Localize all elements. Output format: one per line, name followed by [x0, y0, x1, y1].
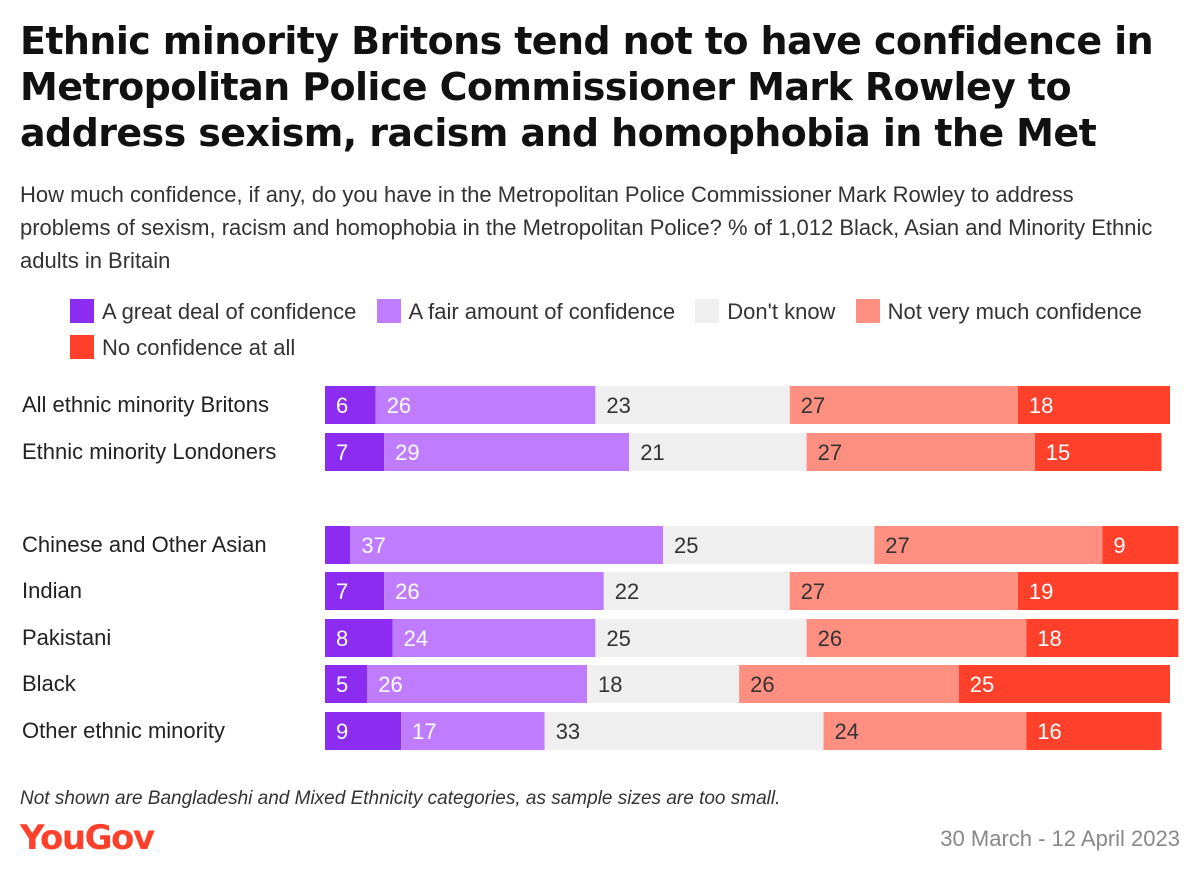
- legend-item-dont-know: Don't know: [695, 299, 835, 324]
- bar-chinese-and-other-asian-dont-know: [663, 526, 875, 564]
- bar-all-ethnic-minority-britons-none-at-all: [1017, 386, 1170, 424]
- data-label-ethnic-minority-londoners-none-at-all: 15: [1046, 440, 1070, 465]
- legend-label-dont-know: Don't know: [727, 299, 836, 324]
- legend-swatch-dont-know: [695, 299, 720, 323]
- bar-black-great-deal: [325, 665, 368, 703]
- bar-other-ethnic-minority-none-at-all: [1026, 712, 1162, 750]
- data-label-other-ethnic-minority-great-deal: 9: [336, 719, 348, 744]
- category-label-ethnic-minority-londoners: Ethnic minority Londoners: [22, 439, 276, 464]
- data-label-black-not-very-much: 26: [750, 672, 774, 697]
- bar-pakistani-none-at-all: [1026, 619, 1179, 657]
- data-label-pakistani-none-at-all: 18: [1037, 626, 1061, 651]
- data-label-other-ethnic-minority-fair-amount: 17: [412, 719, 436, 744]
- data-label-other-ethnic-minority-not-very-much: 24: [835, 719, 859, 744]
- bar-black-not-very-much: [739, 665, 959, 703]
- data-label-all-ethnic-minority-britons-none-at-all: 18: [1029, 393, 1053, 418]
- legend-item-not-very-much: Not very much confidence: [855, 299, 1142, 324]
- category-label-black: Black: [22, 671, 77, 696]
- bar-ethnic-minority-londoners-great-deal: [325, 433, 385, 471]
- legend-item-great-deal: A great deal of confidence: [70, 299, 356, 324]
- bar-chinese-and-other-asian-fair-amount: [350, 526, 663, 564]
- data-label-chinese-and-other-asian-dont-know: 25: [674, 533, 698, 558]
- legend-swatch-not-very-much: [855, 299, 880, 323]
- data-label-pakistani-fair-amount: 24: [404, 626, 428, 651]
- bar-indian-not-very-much: [789, 572, 1018, 610]
- legend-label-none-at-all: No confidence at all: [102, 335, 296, 360]
- legend-label-not-very-much: Not very much confidence: [887, 299, 1142, 324]
- chart-subtitle: How much confidence, if any, do you have…: [20, 182, 1153, 273]
- fieldwork-date: 30 March - 12 April 2023: [940, 826, 1180, 851]
- bar-all-ethnic-minority-britons-dont-know: [595, 386, 790, 424]
- legend-label-great-deal: A great deal of confidence: [102, 299, 357, 324]
- data-label-other-ethnic-minority-dont-know: 33: [556, 719, 580, 744]
- bar-indian-fair-amount: [384, 572, 604, 610]
- bar-chinese-and-other-asian-not-very-much: [874, 526, 1103, 564]
- data-label-black-great-deal: 5: [336, 672, 348, 697]
- category-label-pakistani: Pakistani: [22, 625, 111, 650]
- category-label-indian: Indian: [22, 578, 82, 603]
- chart-title: Ethnic minority Britons tend not to have…: [20, 19, 1154, 155]
- legend-item-fair-amount: A fair amount of confidence: [376, 299, 676, 324]
- bar-all-ethnic-minority-britons-fair-amount: [375, 386, 596, 424]
- bar-indian-dont-know: [603, 572, 790, 610]
- category-label-chinese-and-other-asian: Chinese and Other Asian: [22, 532, 267, 557]
- data-label-ethnic-minority-londoners-not-very-much: 27: [818, 440, 842, 465]
- bar-pakistani-not-very-much: [806, 619, 1027, 657]
- bar-pakistani-great-deal: [325, 619, 393, 657]
- data-label-chinese-and-other-asian-not-very-much: 27: [885, 533, 909, 558]
- bar-pakistani-fair-amount: [392, 619, 596, 657]
- data-label-indian-none-at-all: 19: [1029, 579, 1053, 604]
- footnote: Not shown are Bangladeshi and Mixed Ethn…: [20, 788, 781, 809]
- bar-ethnic-minority-londoners-none-at-all: [1034, 433, 1162, 471]
- data-label-chinese-and-other-asian-fair-amount: 37: [361, 533, 385, 558]
- data-label-all-ethnic-minority-britons-dont-know: 23: [606, 393, 630, 418]
- legend-swatch-great-deal: [70, 299, 94, 323]
- bar-indian-none-at-all: [1017, 572, 1179, 610]
- bar-ethnic-minority-londoners-not-very-much: [806, 433, 1035, 471]
- bar-black-none-at-all: [958, 665, 1170, 703]
- category-label-all-ethnic-minority-britons: All ethnic minority Britons: [22, 392, 269, 417]
- bar-indian-great-deal: [325, 572, 385, 610]
- legend-item-none-at-all: No confidence at all: [70, 335, 295, 360]
- yougov-logo: YouGov: [20, 818, 155, 858]
- data-label-other-ethnic-minority-none-at-all: 16: [1037, 719, 1061, 744]
- bar-pakistani-dont-know: [595, 619, 807, 657]
- data-label-black-none-at-all: 25: [970, 672, 994, 697]
- bar-all-ethnic-minority-britons-not-very-much: [789, 386, 1018, 424]
- data-label-indian-fair-amount: 26: [395, 579, 419, 604]
- legend: A great deal of confidence A fair amount…: [70, 294, 1170, 366]
- data-label-pakistani-not-very-much: 26: [818, 626, 842, 651]
- bar-chinese-and-other-asian-none-at-all: [1102, 526, 1179, 564]
- bar-ethnic-minority-londoners-fair-amount: [384, 433, 630, 471]
- bar-ethnic-minority-londoners-dont-know: [629, 433, 807, 471]
- legend-swatch-none-at-all: [70, 335, 94, 359]
- data-label-all-ethnic-minority-britons-not-very-much: 27: [801, 393, 825, 418]
- data-label-black-fair-amount: 26: [378, 672, 402, 697]
- bar-all-ethnic-minority-britons-great-deal: [325, 386, 376, 424]
- data-label-black-dont-know: 18: [598, 672, 622, 697]
- bar-black-dont-know: [587, 665, 740, 703]
- data-label-pakistani-great-deal: 8: [336, 626, 348, 651]
- data-label-ethnic-minority-londoners-fair-amount: 29: [395, 440, 419, 465]
- data-label-ethnic-minority-londoners-great-deal: 7: [336, 440, 348, 465]
- data-label-pakistani-dont-know: 25: [606, 626, 630, 651]
- data-label-all-ethnic-minority-britons-fair-amount: 26: [387, 393, 411, 418]
- bar-other-ethnic-minority-great-deal: [325, 712, 401, 750]
- data-label-all-ethnic-minority-britons-great-deal: 6: [336, 393, 348, 418]
- bar-other-ethnic-minority-dont-know: [544, 712, 824, 750]
- bar-other-ethnic-minority-not-very-much: [823, 712, 1027, 750]
- bar-other-ethnic-minority-fair-amount: [401, 712, 545, 750]
- bar-chinese-and-other-asian-great-deal: [325, 526, 351, 564]
- data-label-indian-dont-know: 22: [615, 579, 639, 604]
- category-label-other-ethnic-minority: Other ethnic minority: [22, 718, 225, 743]
- data-label-ethnic-minority-londoners-dont-know: 21: [640, 440, 664, 465]
- legend-label-fair-amount: A fair amount of confidence: [408, 299, 676, 324]
- legend-swatch-fair-amount: [376, 299, 401, 323]
- data-label-indian-great-deal: 7: [336, 579, 348, 604]
- data-label-indian-not-very-much: 27: [801, 579, 825, 604]
- bar-black-fair-amount: [367, 665, 587, 703]
- data-label-chinese-and-other-asian-none-at-all: 9: [1113, 533, 1125, 558]
